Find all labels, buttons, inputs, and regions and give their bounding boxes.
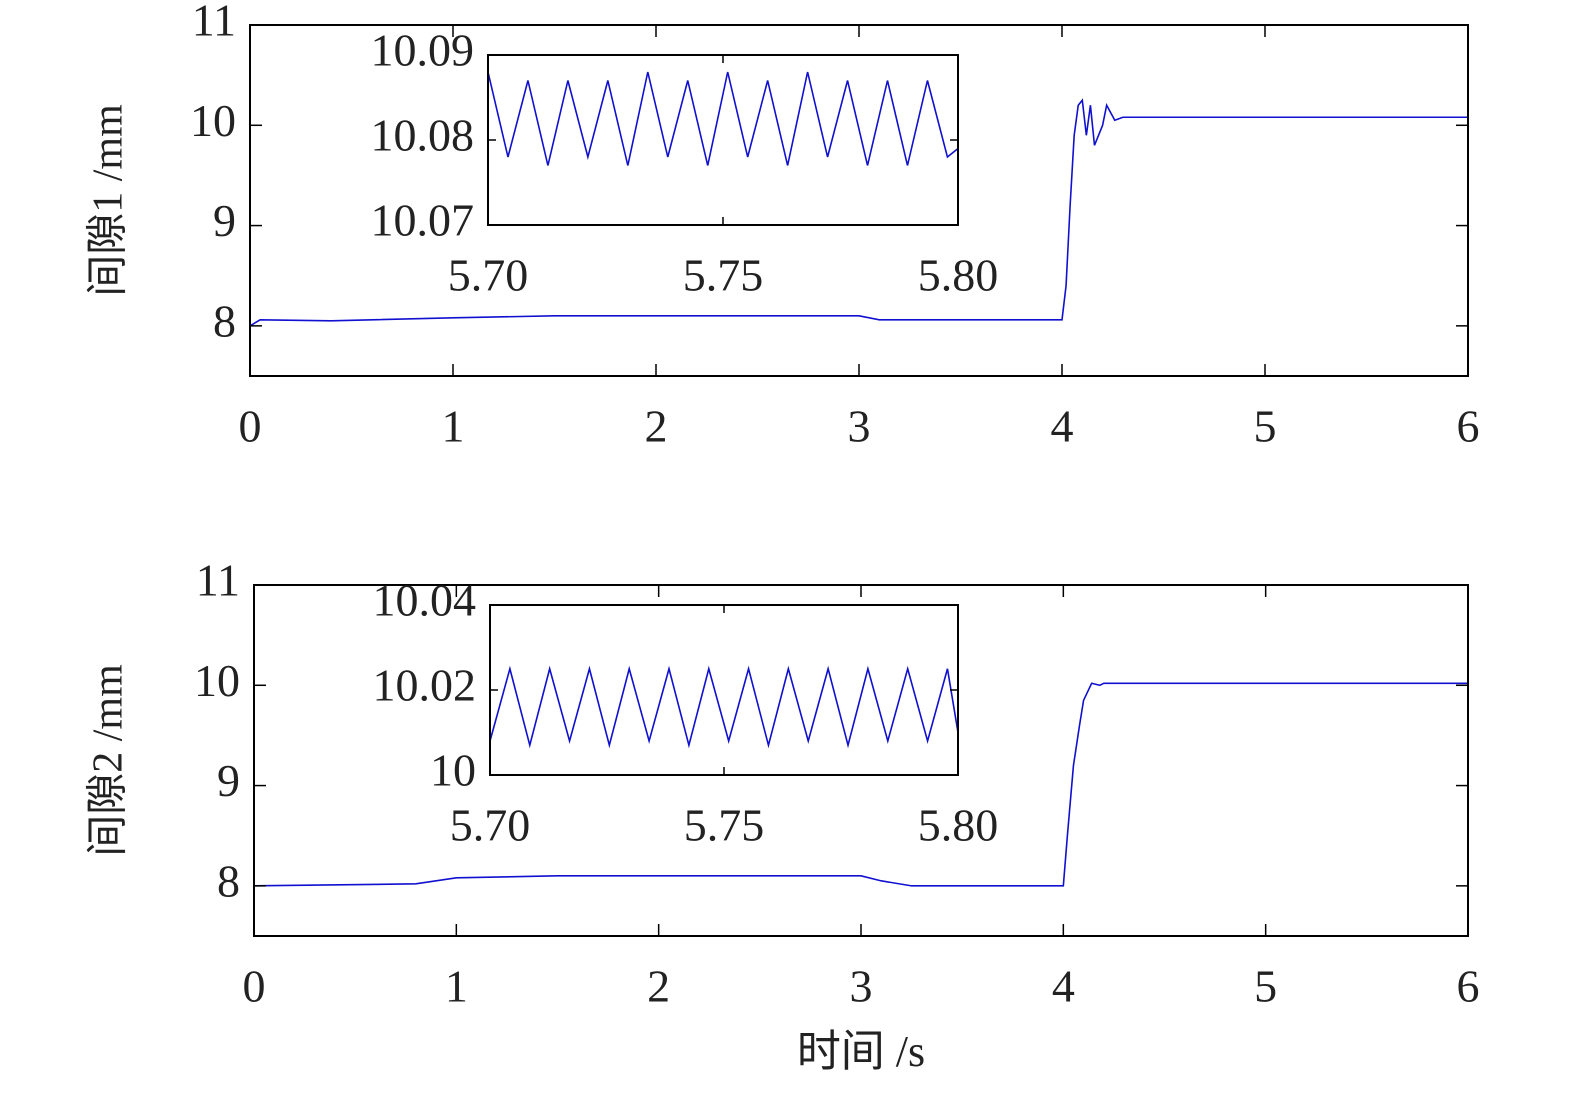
x-tick-label: 5.80 <box>918 250 999 301</box>
y-tick-label: 11 <box>192 0 236 46</box>
y-tick-label: 10.02 <box>373 660 477 711</box>
inset-background <box>488 55 958 225</box>
y-tick-label: 10.04 <box>373 575 477 626</box>
y-tick-label: 11 <box>196 555 240 606</box>
data-line <box>249 98 1468 327</box>
y-tick-label: 10.09 <box>371 25 475 76</box>
x-tick-label: 5.70 <box>448 250 529 301</box>
x-tick-label: 2 <box>647 961 670 1012</box>
x-tick-label: 6 <box>1457 961 1480 1012</box>
x-tick-label: 3 <box>848 401 871 452</box>
x-tick-label: 4 <box>1051 401 1074 452</box>
x-tick-label: 2 <box>645 401 668 452</box>
data-line <box>489 665 959 749</box>
data-line <box>253 682 1468 887</box>
x-tick-label: 5.75 <box>683 250 764 301</box>
x-tick-label: 5 <box>1254 961 1277 1012</box>
x-tick-label: 0 <box>239 401 262 452</box>
y-axis-label: 间隙1 /mm <box>86 104 132 297</box>
y-axis-label: 间隙2 /mm <box>86 664 132 857</box>
y-tick-label: 9 <box>213 195 236 246</box>
x-tick-label: 4 <box>1052 961 1075 1012</box>
y-tick-label: 10 <box>194 655 240 706</box>
y-tick-label: 8 <box>213 295 236 346</box>
x-axis-label: 时间 /s <box>797 1027 925 1076</box>
y-tick-label: 10.07 <box>371 195 475 246</box>
y-tick-label: 10.08 <box>371 110 475 161</box>
x-tick-label: 5.70 <box>450 800 531 851</box>
x-tick-label: 5 <box>1254 401 1277 452</box>
y-tick-label: 8 <box>217 855 240 906</box>
inset-background <box>490 605 958 775</box>
y-tick-label: 10 <box>190 95 236 146</box>
x-tick-label: 0 <box>243 961 266 1012</box>
x-tick-label: 6 <box>1457 401 1480 452</box>
y-tick-label: 9 <box>217 755 240 806</box>
data-line <box>487 71 959 166</box>
x-tick-label: 1 <box>445 961 468 1012</box>
x-tick-label: 1 <box>442 401 465 452</box>
x-tick-label: 5.75 <box>684 800 765 851</box>
y-tick-label: 10 <box>430 745 476 796</box>
x-tick-label: 3 <box>850 961 873 1012</box>
x-tick-label: 5.80 <box>918 800 999 851</box>
